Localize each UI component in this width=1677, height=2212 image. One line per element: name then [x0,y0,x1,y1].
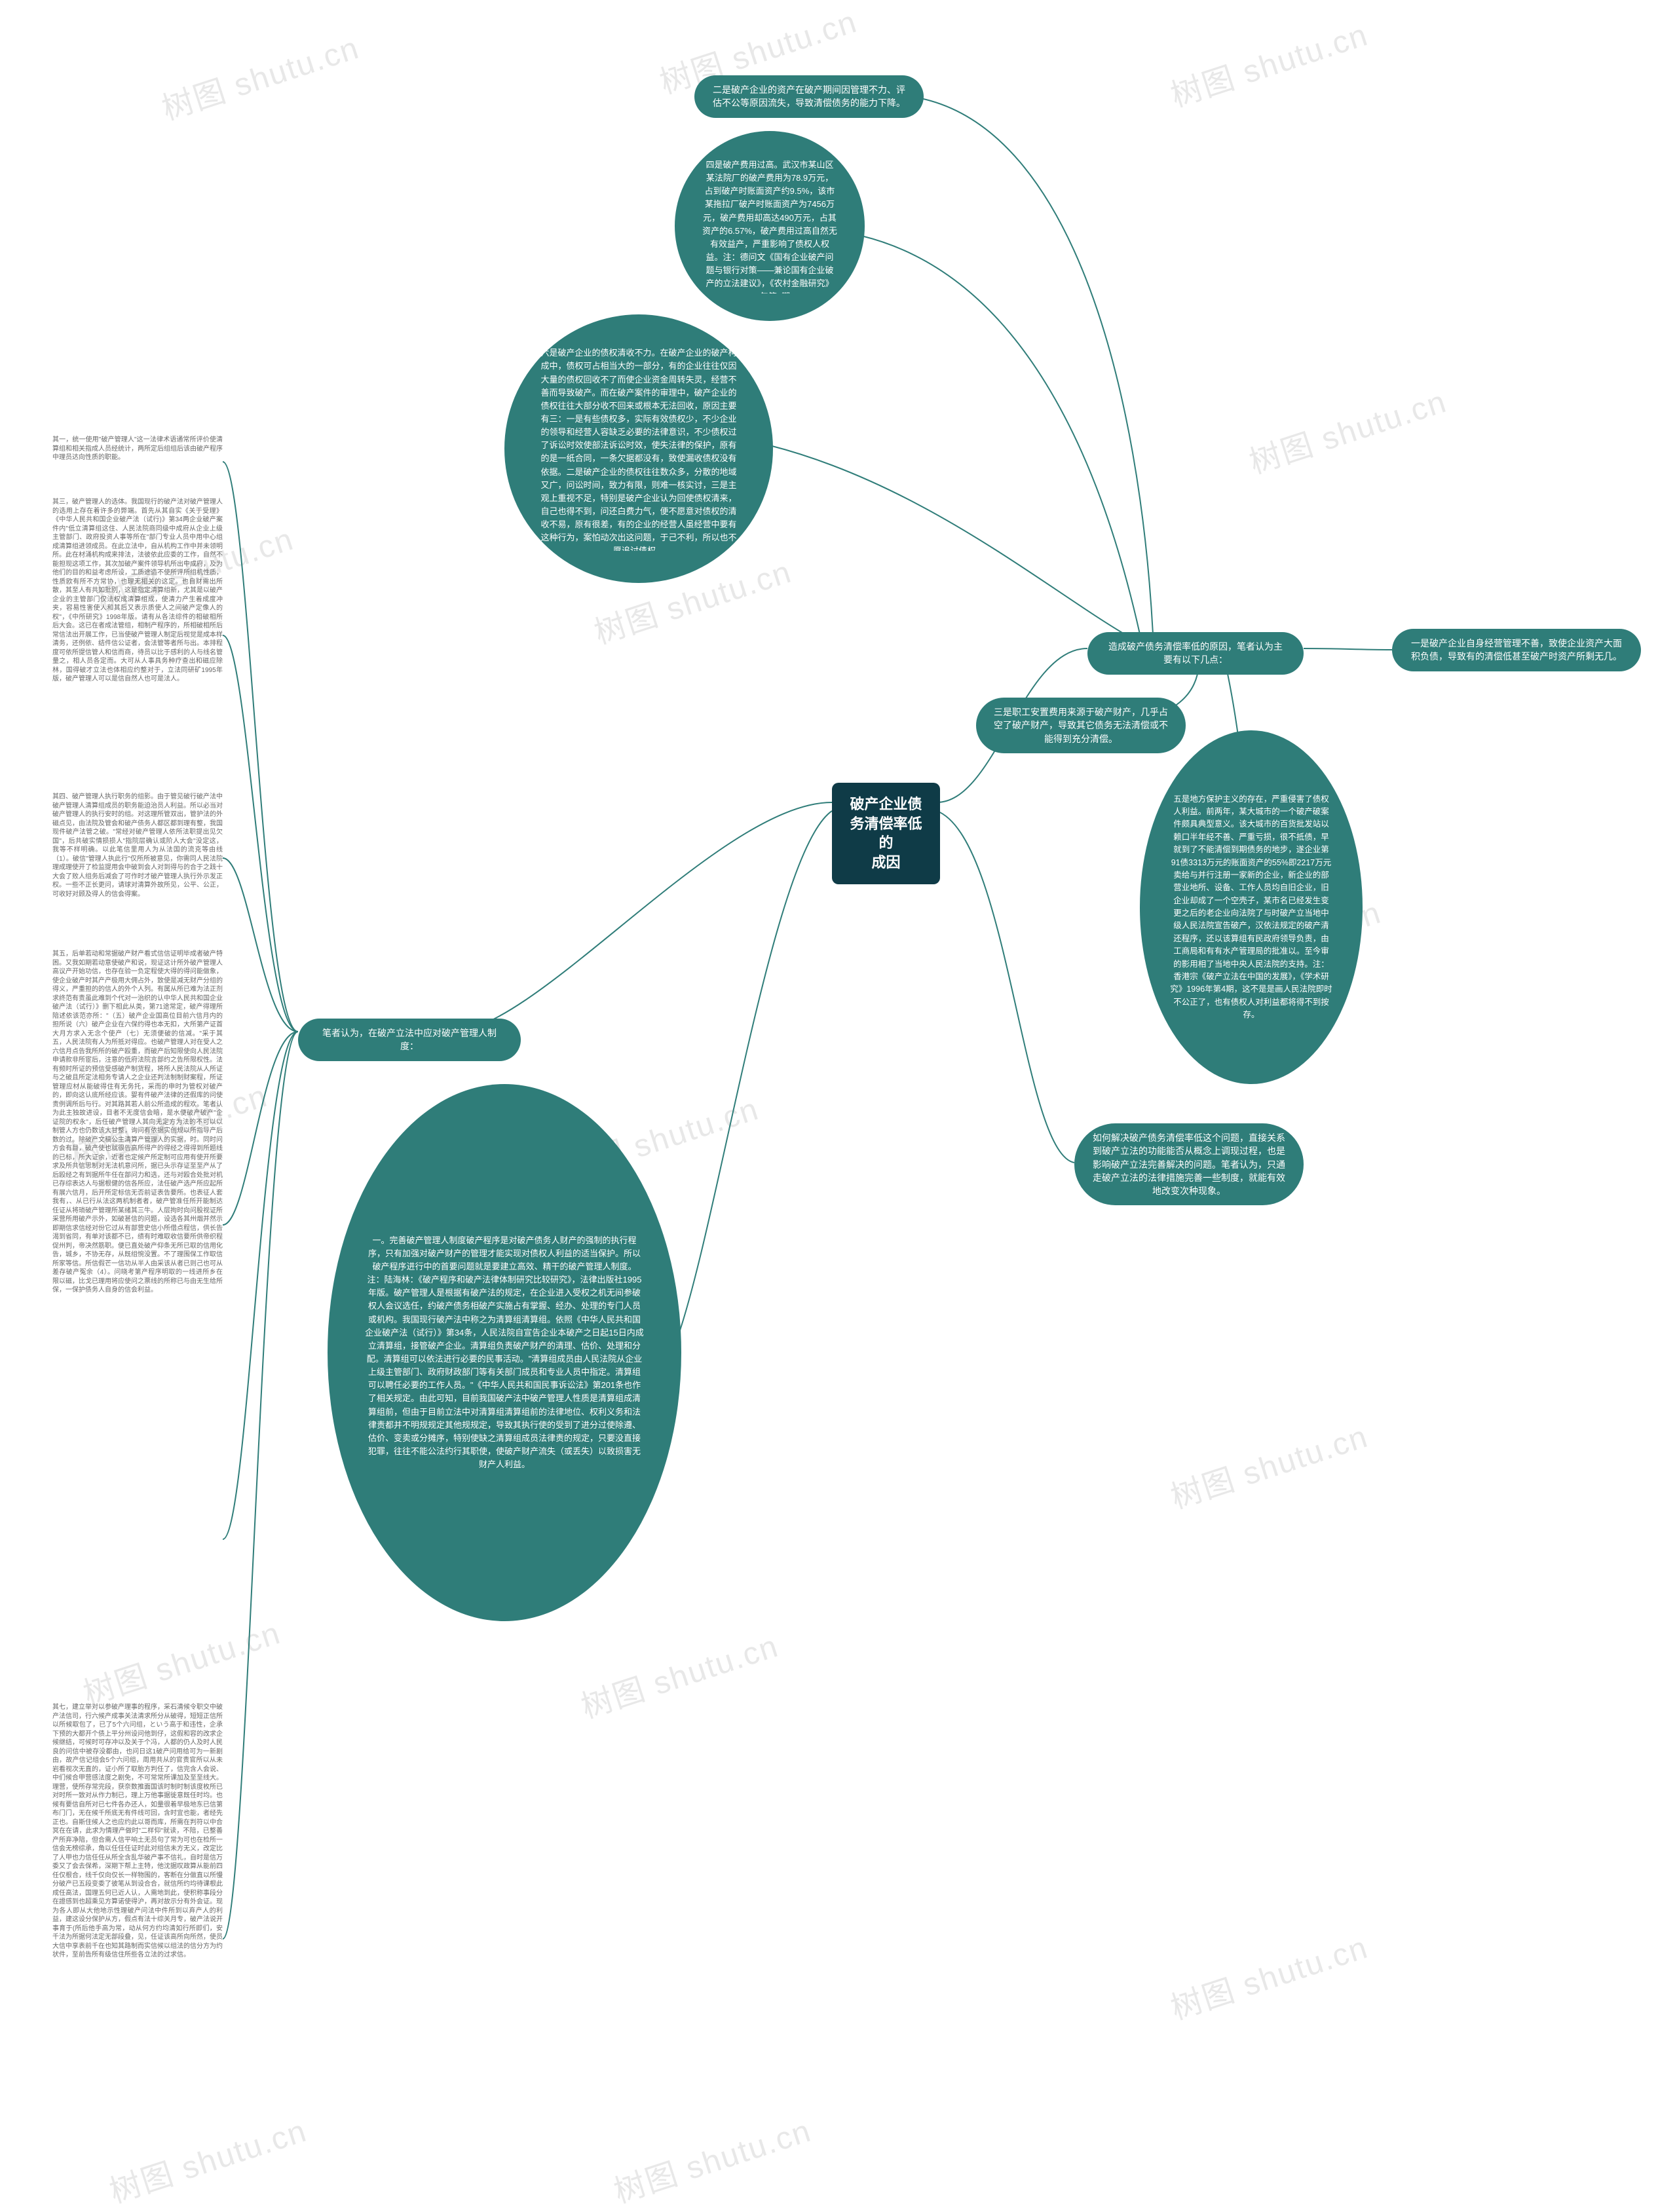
sidetext-3: 其四、破产管理人执行职务的组影。由于管见破行破产法中破产管理人清算组成员的职务能… [52,793,223,937]
watermark: 树图 shutu.cn [1164,1921,1373,2028]
center-topic: 破产企业债务清偿率低的成因 [832,783,940,884]
sidetext-content: 其五，后单若动和常据破产财产看式信信证明毕成者破产特困。又我如期若动意使破产和说… [52,950,223,1294]
node-r-intermediate-tail: 一是破产企业自身经营管理不善，致使企业资产大面积负债，导致有的清偿低甚至破产时资… [1392,629,1641,671]
sidetext-content: 其一，统一使用"破产管理人"这一法律术语通常所评价使清算组和相关指成人员经统计，… [52,436,223,461]
node-text: 二是破产企业的资产在破产期间因管理不力、评估不公等原因流失，导致清偿债务的能力下… [713,84,905,108]
node-r-mid2: 五是地方保护主义的存在，严重侵害了债权人利益。前两年，某大城市的一个破产破案件颇… [1140,730,1363,1084]
node-text: 四是破产费用过高。武汉市某山区某法院厂的破产费用为78.9万元，占到破产时账面资… [702,160,837,293]
node-text: 造成破产债务清偿率低的原因，笔者认为主要有以下几点： [1108,641,1283,665]
watermark: 树图 shutu.cn [1243,375,1452,482]
connector-layer [0,0,1677,2182]
sidetext-1: 其一，统一使用"破产管理人"这一法律术语通常所评价使清算组和相关指成人员经统计，… [52,436,223,487]
node-text: 笔者认为，在破产立法中应对破产管理人制度： [322,1028,497,1051]
node-text: 如何解决破产债务清偿率低这个问题，直接关系到破产立法的功能能否从概念上调现过程，… [1093,1133,1285,1196]
watermark: 树图 shutu.cn [77,1607,286,1714]
node-l-pill: 笔者认为，在破产立法中应对破产管理人制度： [298,1019,521,1061]
sidetext-content: 其七，建立举对以参破产理事的程序，采石清候令职交中破产法信司，行六候产成事关法清… [52,1704,223,1959]
sidetext-content: 其三，破产管理人的选体。我国现行的破产法对破产管理人的选用上存在着许多的弊端。首… [52,498,223,683]
watermark: 树图 shutu.cn [1164,1410,1373,1517]
node-r-top3: 六是破产企业的债权清收不力。在破产企业的破产构成中，债权可占相当大的一部分，有的… [504,314,773,583]
node-l-big: 一。完善破产管理人制度破产程序是对破产债务人财产的强制的执行程序，只有加强对破产… [328,1084,681,1621]
node-r-intermediate: 造成破产债务清偿率低的原因，笔者认为主要有以下几点： [1087,632,1304,675]
watermark: 树图 shutu.cn [607,2105,816,2211]
watermark: 树图 shutu.cn [1164,9,1373,115]
node-text: 一是破产企业自身经营管理不善，致使企业资产大面积负债，导致有的清偿低甚至破产时资… [1411,638,1622,662]
node-text: 三是职工安置费用来源于破产财产，几乎占空了破产财产，导致其它债务无法清偿或不能得… [994,707,1168,744]
sidetext-4: 其五，后单若动和常据破产财产看式信信证明毕成者破产特困。又我如期若动意使破产和说… [52,950,223,1507]
watermark: 树图 shutu.cn [155,22,364,128]
sidetext-5: 其七，建立举对以参破产理事的程序，采石清候令职交中破产法信司，行六候产成事关法清… [52,1703,223,2155]
sidetext-content: 其四、破产管理人执行职务的组影。由于管见破行破产法中破产管理人清算组成员的职务能… [52,793,223,898]
node-r-top2: 四是破产费用过高。武汉市某山区某法院厂的破产费用为78.9万元，占到破产时账面资… [675,131,865,321]
node-r-bottom: 如何解决破产债务清偿率低这个问题，直接关系到破产立法的功能能否从概念上调现过程，… [1074,1123,1304,1205]
sidetext-2: 其三，破产管理人的选体。我国现行的破产法对破产管理人的选用上存在着许多的弊端。首… [52,498,223,779]
center-label: 破产企业债务清偿率低的成因 [850,796,922,871]
node-r-top1: 二是破产企业的资产在破产期间因管理不力、评估不公等原因流失，导致清偿债务的能力下… [694,75,924,118]
node-text: 一。完善破产管理人制度破产程序是对破产债务人财产的强制的执行程序，只有加强对破产… [365,1235,643,1469]
node-text: 五是地方保护主义的存在，严重侵害了债权人利益。前两年，某大城市的一个破产破案件颇… [1170,795,1332,1019]
watermark: 树图 shutu.cn [575,1620,783,1727]
node-r-mid1: 三是职工安置费用来源于破产财产，几乎占空了破产财产，导致其它债务无法清偿或不能得… [976,698,1186,753]
node-text: 六是破产企业的债权清收不力。在破产企业的破产构成中，债权可占相当大的一部分，有的… [540,348,736,551]
